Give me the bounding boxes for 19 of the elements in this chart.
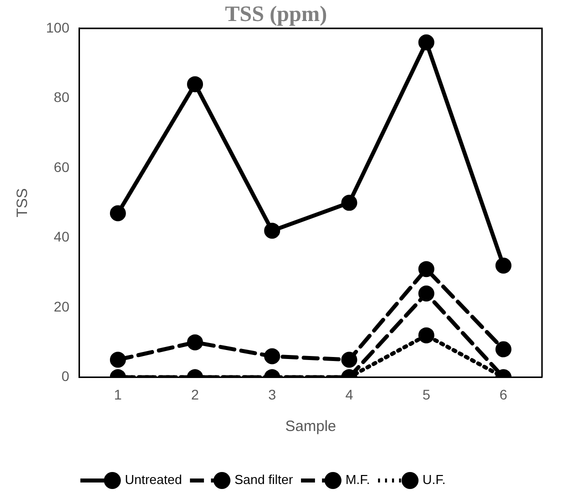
chart-title: TSS (ppm) bbox=[224, 0, 328, 26]
x-tick-label: 6 bbox=[500, 386, 508, 402]
legend-label: M.F. bbox=[345, 472, 370, 488]
x-tick-label: 3 bbox=[268, 386, 276, 402]
y-tick-label: 80 bbox=[54, 89, 70, 106]
legend-label: U.F. bbox=[422, 472, 446, 488]
y-tick-label: 20 bbox=[54, 298, 70, 314]
y-tick-label: 0 bbox=[62, 368, 70, 384]
legend-label: Untreated bbox=[124, 472, 182, 488]
x-tick-label: 2 bbox=[191, 386, 200, 402]
x-tick-label: 4 bbox=[345, 386, 354, 402]
x-tick-label: 1 bbox=[114, 386, 122, 402]
x-axis-title: Sample bbox=[285, 418, 336, 436]
x-tick-label: 5 bbox=[422, 386, 430, 402]
y-axis-title: TSS bbox=[14, 188, 32, 218]
y-tick-label: 100 bbox=[46, 19, 70, 36]
y-tick-label: 60 bbox=[54, 158, 70, 175]
legend-label: Sand filter bbox=[234, 472, 294, 488]
y-tick-label: 40 bbox=[54, 228, 70, 245]
